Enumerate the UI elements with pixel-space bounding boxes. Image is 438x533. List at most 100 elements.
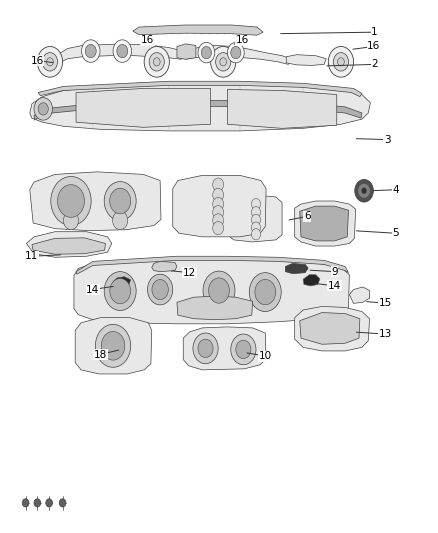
Circle shape — [208, 278, 230, 303]
Polygon shape — [26, 232, 112, 257]
Polygon shape — [295, 201, 356, 246]
Polygon shape — [30, 83, 371, 131]
Circle shape — [110, 188, 131, 214]
Polygon shape — [177, 44, 196, 59]
Circle shape — [211, 46, 236, 77]
Polygon shape — [185, 45, 290, 64]
Circle shape — [193, 333, 218, 364]
Polygon shape — [183, 327, 266, 370]
Polygon shape — [303, 274, 320, 286]
Circle shape — [249, 273, 281, 311]
Text: 5: 5 — [392, 228, 399, 238]
Text: 16: 16 — [367, 42, 380, 52]
Polygon shape — [59, 44, 185, 63]
Text: 18: 18 — [94, 350, 107, 360]
Polygon shape — [286, 55, 326, 66]
Circle shape — [104, 182, 136, 221]
Circle shape — [333, 53, 349, 71]
Circle shape — [213, 197, 224, 211]
Circle shape — [359, 184, 370, 197]
Polygon shape — [286, 263, 308, 273]
Circle shape — [144, 46, 170, 77]
Polygon shape — [76, 256, 349, 274]
Polygon shape — [350, 287, 370, 303]
Circle shape — [338, 58, 344, 66]
Text: 3: 3 — [384, 135, 391, 144]
Circle shape — [231, 46, 241, 59]
Circle shape — [361, 188, 367, 194]
Circle shape — [46, 58, 53, 66]
Circle shape — [64, 211, 78, 230]
Circle shape — [231, 334, 256, 365]
Text: 6: 6 — [304, 212, 311, 221]
Polygon shape — [32, 238, 106, 254]
Circle shape — [201, 46, 212, 59]
Circle shape — [213, 188, 224, 201]
Circle shape — [251, 222, 261, 233]
Polygon shape — [133, 25, 263, 35]
Circle shape — [104, 272, 136, 311]
Text: 13: 13 — [378, 329, 392, 339]
Circle shape — [51, 176, 91, 225]
Circle shape — [38, 103, 48, 115]
Circle shape — [34, 499, 41, 507]
Polygon shape — [295, 306, 370, 351]
Circle shape — [251, 207, 261, 218]
Polygon shape — [113, 277, 131, 287]
Circle shape — [251, 214, 261, 225]
Text: 14: 14 — [328, 281, 341, 291]
Circle shape — [46, 499, 53, 507]
Text: 10: 10 — [259, 351, 272, 361]
Polygon shape — [152, 261, 177, 272]
Text: 2: 2 — [371, 59, 378, 69]
Circle shape — [198, 43, 215, 63]
Text: 4: 4 — [392, 185, 399, 195]
Circle shape — [203, 271, 235, 310]
Circle shape — [42, 53, 57, 71]
Circle shape — [34, 98, 53, 120]
Circle shape — [148, 274, 173, 305]
Circle shape — [251, 229, 261, 240]
Circle shape — [215, 53, 231, 71]
Text: 11: 11 — [25, 251, 39, 261]
Polygon shape — [34, 100, 362, 120]
Circle shape — [213, 222, 224, 235]
Circle shape — [110, 278, 131, 304]
Circle shape — [213, 178, 224, 191]
Polygon shape — [75, 318, 152, 374]
Circle shape — [152, 279, 168, 300]
Polygon shape — [74, 259, 350, 324]
Polygon shape — [300, 206, 349, 241]
Polygon shape — [227, 90, 337, 128]
Circle shape — [57, 184, 85, 217]
Text: 12: 12 — [183, 268, 196, 278]
Circle shape — [153, 58, 160, 66]
Circle shape — [198, 339, 213, 358]
Polygon shape — [173, 175, 266, 237]
Circle shape — [328, 46, 353, 77]
Circle shape — [37, 46, 63, 77]
Circle shape — [220, 58, 226, 66]
Circle shape — [149, 53, 164, 71]
Text: 14: 14 — [86, 285, 99, 295]
Circle shape — [113, 40, 131, 62]
Circle shape — [101, 332, 125, 360]
Circle shape — [236, 340, 251, 359]
Circle shape — [81, 40, 100, 62]
Text: 1: 1 — [371, 27, 378, 37]
Text: 16: 16 — [31, 56, 44, 66]
Circle shape — [251, 198, 261, 209]
Circle shape — [355, 180, 373, 202]
Circle shape — [117, 44, 128, 58]
Polygon shape — [300, 312, 360, 344]
Text: 9: 9 — [331, 266, 338, 277]
Polygon shape — [177, 296, 253, 320]
Polygon shape — [30, 172, 161, 231]
Circle shape — [213, 214, 224, 227]
Polygon shape — [38, 81, 362, 96]
Circle shape — [95, 324, 131, 367]
Circle shape — [59, 499, 66, 507]
Circle shape — [113, 211, 128, 230]
Circle shape — [213, 206, 224, 219]
Circle shape — [227, 43, 244, 63]
